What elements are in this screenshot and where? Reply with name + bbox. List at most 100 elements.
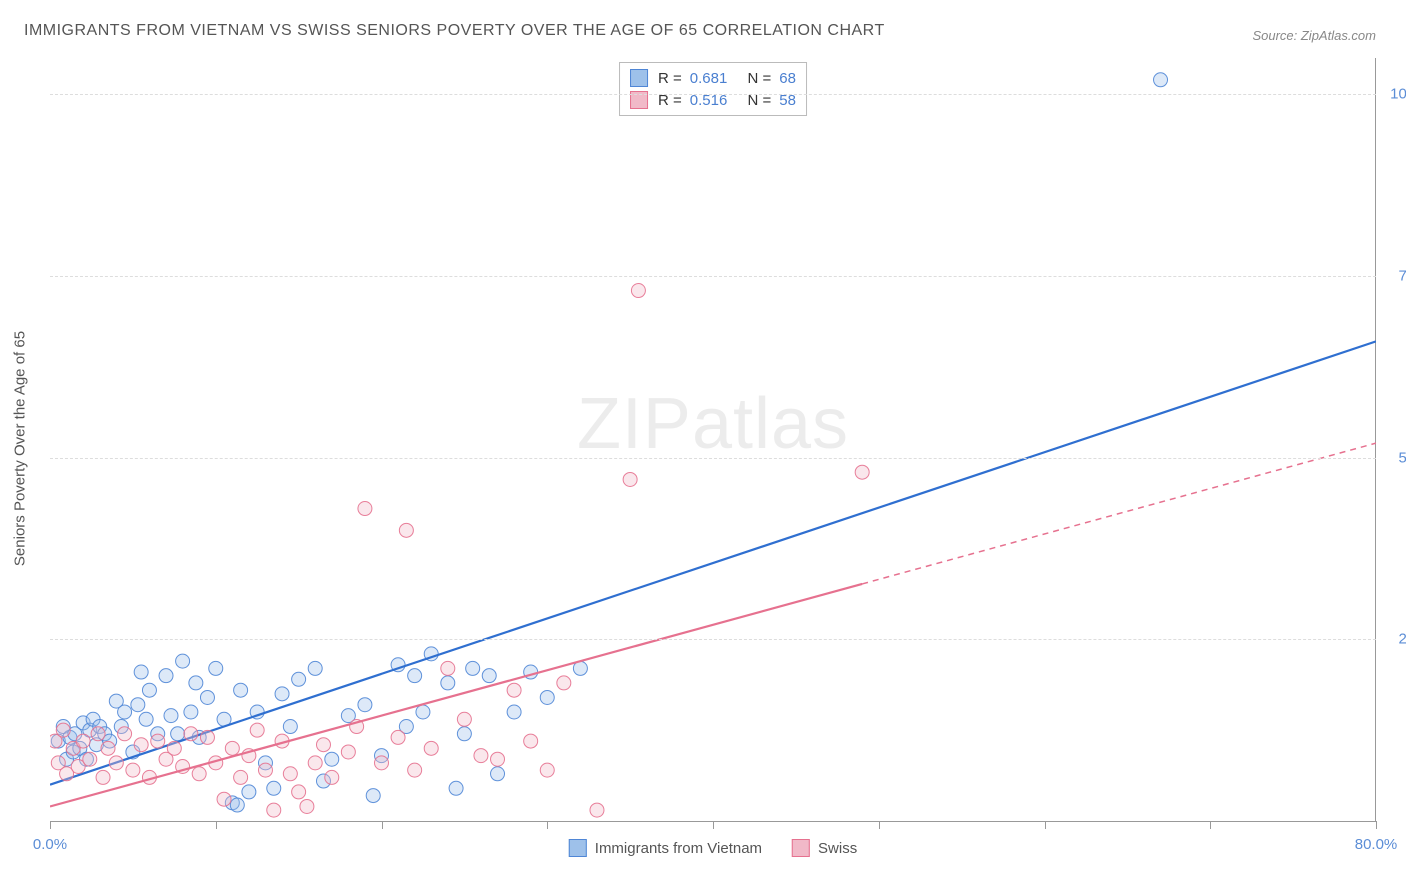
scatter-point-vietnam — [466, 661, 480, 675]
x-tick — [216, 821, 217, 829]
scatter-point-vietnam — [234, 683, 248, 697]
chart-plot-area: Seniors Poverty Over the Age of 65 ZIPat… — [50, 58, 1376, 822]
n-label: N = — [748, 70, 772, 87]
scatter-point-vietnam — [408, 669, 422, 683]
scatter-point-swiss — [399, 523, 413, 537]
correlation-legend: R = 0.681 N = 68 R = 0.516 N = 58 — [619, 62, 807, 116]
scatter-point-vietnam — [441, 676, 455, 690]
scatter-point-swiss — [192, 767, 206, 781]
trend-line-swiss-extrapolated — [862, 443, 1376, 584]
scatter-point-swiss — [76, 734, 90, 748]
scatter-point-swiss — [507, 683, 521, 697]
scatter-point-swiss — [83, 752, 97, 766]
scatter-point-vietnam — [275, 687, 289, 701]
scatter-point-swiss — [283, 767, 297, 781]
scatter-point-swiss — [91, 727, 105, 741]
x-tick — [50, 821, 51, 829]
r-label: R = — [658, 70, 682, 87]
scatter-point-swiss — [167, 741, 181, 755]
scatter-point-swiss — [151, 734, 165, 748]
x-tick — [713, 821, 714, 829]
scatter-point-swiss — [325, 770, 339, 784]
scatter-point-vietnam — [416, 705, 430, 719]
scatter-point-swiss — [56, 723, 70, 737]
scatter-point-swiss — [557, 676, 571, 690]
scatter-point-vietnam — [230, 798, 244, 812]
scatter-point-swiss — [623, 472, 637, 486]
scatter-point-vietnam — [507, 705, 521, 719]
scatter-point-vietnam — [325, 752, 339, 766]
scatter-point-vietnam — [491, 767, 505, 781]
scatter-point-vietnam — [267, 781, 281, 795]
series-label: Immigrants from Vietnam — [595, 840, 762, 857]
scatter-point-swiss — [474, 749, 488, 763]
scatter-point-swiss — [234, 770, 248, 784]
scatter-point-swiss — [267, 803, 281, 817]
legend-swatch-icon — [630, 69, 648, 87]
scatter-point-swiss — [408, 763, 422, 777]
scatter-point-vietnam — [189, 676, 203, 690]
scatter-point-swiss — [300, 799, 314, 813]
scatter-point-swiss — [358, 502, 372, 516]
scatter-point-swiss — [524, 734, 538, 748]
legend-swatch-icon — [569, 839, 587, 857]
scatter-point-vietnam — [118, 705, 132, 719]
scatter-point-swiss — [217, 792, 231, 806]
scatter-point-vietnam — [1154, 73, 1168, 87]
series-legend-item-swiss: Swiss — [792, 839, 857, 857]
scatter-point-vietnam — [139, 712, 153, 726]
scatter-point-swiss — [540, 763, 554, 777]
x-tick — [1210, 821, 1211, 829]
scatter-point-swiss — [225, 741, 239, 755]
x-tick — [547, 821, 548, 829]
scatter-point-swiss — [316, 738, 330, 752]
source-prefix: Source: — [1252, 28, 1300, 43]
y-tick-label: 25.0% — [1398, 631, 1406, 648]
legend-swatch-icon — [792, 839, 810, 857]
scatter-point-swiss — [441, 661, 455, 675]
scatter-point-swiss — [491, 752, 505, 766]
source-attribution: Source: ZipAtlas.com — [1252, 28, 1376, 43]
scatter-point-swiss — [308, 756, 322, 770]
scatter-point-vietnam — [200, 690, 214, 704]
scatter-point-swiss — [134, 738, 148, 752]
scatter-point-swiss — [109, 756, 123, 770]
x-tick — [879, 821, 880, 829]
scatter-point-swiss — [292, 785, 306, 799]
legend-row-swiss: R = 0.516 N = 58 — [630, 89, 796, 111]
source-link[interactable]: ZipAtlas.com — [1301, 28, 1376, 43]
legend-row-vietnam: R = 0.681 N = 68 — [630, 67, 796, 89]
gridline — [50, 94, 1376, 95]
scatter-point-vietnam — [184, 705, 198, 719]
x-tick — [1376, 821, 1377, 829]
chart-title: IMMIGRANTS FROM VIETNAM VS SWISS SENIORS… — [24, 22, 885, 40]
scatter-point-swiss — [126, 763, 140, 777]
y-tick-label: 50.0% — [1398, 449, 1406, 466]
series-label: Swiss — [818, 840, 857, 857]
scatter-point-vietnam — [482, 669, 496, 683]
scatter-point-vietnam — [308, 661, 322, 675]
trend-line-swiss — [50, 584, 862, 807]
scatter-point-swiss — [96, 770, 110, 784]
scatter-point-swiss — [424, 741, 438, 755]
gridline — [50, 639, 1376, 640]
scatter-point-swiss — [184, 727, 198, 741]
r-value: 0.681 — [690, 70, 728, 87]
y-tick-label: 75.0% — [1398, 268, 1406, 285]
series-legend-item-vietnam: Immigrants from Vietnam — [569, 839, 762, 857]
series-legend: Immigrants from Vietnam Swiss — [569, 839, 857, 857]
x-tick-label: 0.0% — [33, 836, 67, 853]
scatter-point-swiss — [375, 756, 389, 770]
scatter-point-swiss — [631, 284, 645, 298]
scatter-point-swiss — [118, 727, 132, 741]
scatter-point-swiss — [457, 712, 471, 726]
scatter-point-swiss — [341, 745, 355, 759]
scatter-point-swiss — [855, 465, 869, 479]
scatter-point-vietnam — [142, 683, 156, 697]
scatter-point-swiss — [250, 723, 264, 737]
x-tick — [1045, 821, 1046, 829]
scatter-point-swiss — [258, 763, 272, 777]
scatter-point-swiss — [101, 741, 115, 755]
y-tick-label: 100.0% — [1390, 86, 1406, 103]
scatter-point-vietnam — [540, 690, 554, 704]
